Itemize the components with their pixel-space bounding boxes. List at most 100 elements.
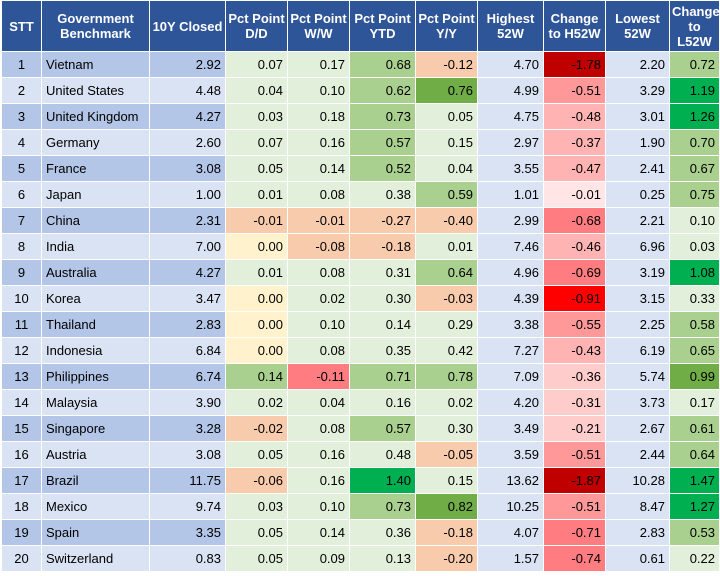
header-row: STT Government Benchmark 10Y Closed Pct … — [1, 0, 720, 52]
cell-stt: 17 — [1, 467, 42, 494]
cell-closed-10y: 3.28 — [149, 415, 226, 442]
cell-pct-ytd: 0.31 — [349, 259, 416, 286]
cell-pct-ww: 0.10 — [287, 77, 350, 104]
cell-pct-yy: 0.15 — [415, 129, 478, 156]
cell-pct-ww: 0.17 — [287, 51, 350, 78]
cell-stt: 9 — [1, 259, 42, 286]
table-row: 4 Germany 2.60 0.07 0.16 0.57 0.15 2.97 -0.37 1.9… — [1, 129, 720, 156]
cell-pct-ytd: 0.57 — [349, 129, 416, 156]
cell-pct-ytd: -0.18 — [349, 233, 416, 260]
cell-change-l52w: 1.47 — [669, 467, 720, 494]
cell-pct-ww: 0.16 — [287, 441, 350, 468]
cell-pct-dd: 0.04 — [225, 77, 288, 104]
cell-country: Switzerland — [41, 545, 150, 572]
table-row: 16 Austria 3.08 0.05 0.16 0.48 -0.05 3.59 -0.51 2… — [1, 441, 720, 468]
cell-stt: 6 — [1, 181, 42, 208]
cell-highest-52w: 4.07 — [477, 519, 544, 546]
cell-stt: 2 — [1, 77, 42, 104]
table-row: 8 India 7.00 0.00 -0.08 -0.18 0.01 7.46 -0.46 6.9… — [1, 233, 720, 260]
cell-pct-ww: 0.08 — [287, 259, 350, 286]
cell-lowest-52w: 10.28 — [605, 467, 670, 494]
cell-stt: 10 — [1, 285, 42, 312]
cell-lowest-52w: 2.25 — [605, 311, 670, 338]
cell-change-l52w: 0.64 — [669, 441, 720, 468]
col-header-ytd: Pct Point YTD — [349, 0, 416, 52]
cell-lowest-52w: 2.41 — [605, 155, 670, 182]
col-header-ww: Pct Point W/W — [287, 0, 350, 52]
cell-closed-10y: 3.35 — [149, 519, 226, 546]
cell-pct-yy: 0.42 — [415, 337, 478, 364]
cell-pct-dd: 0.01 — [225, 181, 288, 208]
cell-country: Malaysia — [41, 389, 150, 416]
cell-closed-10y: 3.47 — [149, 285, 226, 312]
cell-lowest-52w: 3.15 — [605, 285, 670, 312]
table-body: 1 Vietnam 2.92 0.07 0.17 0.68 -0.12 4.70 -1.78 2.… — [1, 51, 720, 572]
cell-closed-10y: 4.27 — [149, 259, 226, 286]
cell-country: Singapore — [41, 415, 150, 442]
cell-pct-dd: 0.00 — [225, 311, 288, 338]
cell-pct-ww: 0.04 — [287, 389, 350, 416]
cell-pct-dd: 0.05 — [225, 155, 288, 182]
cell-pct-yy: 0.64 — [415, 259, 478, 286]
cell-pct-yy: -0.03 — [415, 285, 478, 312]
cell-pct-ww: 0.14 — [287, 519, 350, 546]
cell-lowest-52w: 2.44 — [605, 441, 670, 468]
cell-highest-52w: 3.59 — [477, 441, 544, 468]
cell-pct-ytd: 0.13 — [349, 545, 416, 572]
cell-pct-ww: 0.14 — [287, 155, 350, 182]
cell-closed-10y: 4.48 — [149, 77, 226, 104]
cell-highest-52w: 4.96 — [477, 259, 544, 286]
cell-pct-yy: 0.05 — [415, 103, 478, 130]
cell-change-l52w: 0.67 — [669, 155, 720, 182]
cell-change-l52w: 0.75 — [669, 181, 720, 208]
cell-stt: 16 — [1, 441, 42, 468]
cell-lowest-52w: 2.20 — [605, 51, 670, 78]
cell-highest-52w: 4.39 — [477, 285, 544, 312]
cell-stt: 5 — [1, 155, 42, 182]
cell-country: Australia — [41, 259, 150, 286]
cell-highest-52w: 2.99 — [477, 207, 544, 234]
cell-lowest-52w: 3.01 — [605, 103, 670, 130]
cell-highest-52w: 7.27 — [477, 337, 544, 364]
cell-change-h52w: -0.31 — [543, 389, 606, 416]
cell-pct-ww: 0.18 — [287, 103, 350, 130]
table-row: 10 Korea 3.47 0.00 0.02 0.30 -0.03 4.39 -0.91 3.1… — [1, 285, 720, 312]
cell-stt: 18 — [1, 493, 42, 520]
cell-country: Brazil — [41, 467, 150, 494]
cell-country: United Kingdom — [41, 103, 150, 130]
table-row: 1 Vietnam 2.92 0.07 0.17 0.68 -0.12 4.70 -1.78 2.… — [1, 51, 720, 78]
cell-pct-ww: 0.08 — [287, 415, 350, 442]
cell-pct-yy: 0.30 — [415, 415, 478, 442]
cell-pct-ytd: 0.48 — [349, 441, 416, 468]
cell-closed-10y: 3.08 — [149, 155, 226, 182]
cell-change-l52w: 1.08 — [669, 259, 720, 286]
cell-closed-10y: 3.90 — [149, 389, 226, 416]
cell-lowest-52w: 3.73 — [605, 389, 670, 416]
cell-pct-ytd: 0.57 — [349, 415, 416, 442]
cell-pct-yy: 0.82 — [415, 493, 478, 520]
cell-stt: 4 — [1, 129, 42, 156]
col-header-lowest-52w: Lowest 52W — [605, 0, 670, 52]
cell-country: Thailand — [41, 311, 150, 338]
cell-lowest-52w: 1.90 — [605, 129, 670, 156]
cell-lowest-52w: 6.19 — [605, 337, 670, 364]
table-row: 20 Switzerland 0.83 0.05 0.09 0.13 -0.20 1.57 -0… — [1, 545, 720, 572]
cell-pct-ytd: 0.38 — [349, 181, 416, 208]
cell-pct-dd: 0.00 — [225, 233, 288, 260]
cell-pct-dd: 0.05 — [225, 519, 288, 546]
cell-change-h52w: -0.01 — [543, 181, 606, 208]
cell-pct-ytd: 0.16 — [349, 389, 416, 416]
cell-pct-yy: 0.59 — [415, 181, 478, 208]
cell-pct-yy: 0.01 — [415, 233, 478, 260]
table-row: 11 Thailand 2.83 0.00 0.10 0.14 0.29 3.38 -0.55 2… — [1, 311, 720, 338]
col-header-10y-closed: 10Y Closed — [149, 0, 226, 52]
table-row: 2 United States 4.48 0.04 0.10 0.62 0.76 4.99 -0… — [1, 77, 720, 104]
cell-pct-ww: 0.10 — [287, 311, 350, 338]
cell-highest-52w: 4.75 — [477, 103, 544, 130]
cell-closed-10y: 9.74 — [149, 493, 226, 520]
table-row: 5 France 3.08 0.05 0.14 0.52 0.04 3.55 -0.47 2.41… — [1, 155, 720, 182]
cell-country: Mexico — [41, 493, 150, 520]
cell-pct-ytd: 1.40 — [349, 467, 416, 494]
cell-stt: 8 — [1, 233, 42, 260]
cell-lowest-52w: 2.67 — [605, 415, 670, 442]
